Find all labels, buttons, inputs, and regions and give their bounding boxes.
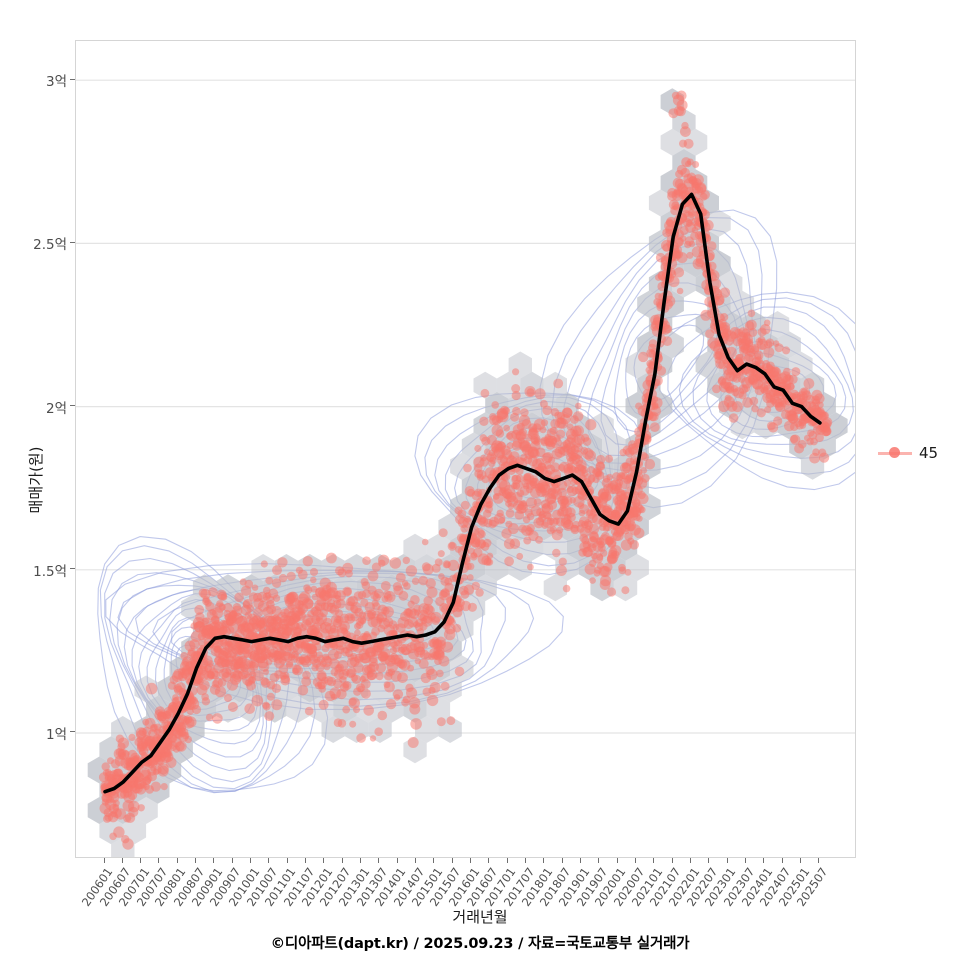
x-tick-mark <box>561 858 563 863</box>
x-tick-mark <box>433 858 435 863</box>
x-tick-mark <box>726 858 728 863</box>
y-tick-label: 2억 <box>45 400 67 417</box>
x-tick-mark <box>360 858 362 863</box>
hexbin-layer <box>87 88 848 857</box>
x-tick-mark <box>396 858 398 863</box>
x-tick-mark <box>213 858 215 863</box>
x-tick-mark <box>121 858 123 863</box>
x-tick-mark <box>781 858 783 863</box>
gridlines <box>76 79 855 734</box>
legend-point-icon <box>889 447 900 458</box>
x-tick-mark <box>745 858 747 863</box>
x-tick-mark <box>195 858 197 863</box>
x-tick-mark <box>323 858 325 863</box>
median-trend-line <box>103 192 822 794</box>
x-axis-title: 거래년월 <box>452 908 508 926</box>
x-tick-mark <box>305 858 307 863</box>
x-tick-mark <box>451 858 453 863</box>
legend: 45 <box>878 443 938 463</box>
x-tick-mark <box>341 858 343 863</box>
y-tick-label: 1.5억 <box>33 563 67 580</box>
x-tick-mark <box>635 858 637 863</box>
x-tick-mark <box>103 858 105 863</box>
x-tick-mark <box>525 858 527 863</box>
y-tick-mark <box>70 241 75 243</box>
x-tick-mark <box>140 858 142 863</box>
x-tick-mark <box>488 858 490 863</box>
x-tick-mark <box>690 858 692 863</box>
x-tick-mark <box>158 858 160 863</box>
x-tick-mark <box>580 858 582 863</box>
x-tick-mark <box>268 858 270 863</box>
y-tick-label: 2.5억 <box>33 237 67 254</box>
y-axis-title: 매매가(원) <box>26 446 45 514</box>
y-tick-mark <box>70 78 75 80</box>
x-tick-mark <box>763 858 765 863</box>
x-tick-mark <box>231 858 233 863</box>
x-tick-mark <box>818 858 820 863</box>
x-tick-mark <box>470 858 472 863</box>
y-tick-mark <box>70 568 75 570</box>
x-tick-mark <box>378 858 380 863</box>
y-tick-label: 1억 <box>45 726 67 743</box>
x-tick-mark <box>671 858 673 863</box>
y-tick-mark <box>70 731 75 733</box>
legend-label: 45 <box>919 444 939 462</box>
x-tick-mark <box>176 858 178 863</box>
chart-caption: ©디아파트(dapt.kr) / 2025.09.23 / 자료=국토교통부 실… <box>270 936 690 952</box>
legend-key-45 <box>878 443 912 463</box>
x-tick-mark <box>598 858 600 863</box>
x-tick-mark <box>506 858 508 863</box>
plot-canvas <box>76 79 855 857</box>
x-tick-mark <box>616 858 618 863</box>
x-tick-mark <box>415 858 417 863</box>
scatter-points <box>98 90 833 850</box>
x-tick-mark <box>543 858 545 863</box>
x-tick-mark <box>286 858 288 863</box>
y-tick-label: 3억 <box>45 74 67 91</box>
x-tick-mark <box>250 858 252 863</box>
y-tick-mark <box>70 405 75 407</box>
x-tick-mark <box>708 858 710 863</box>
plot-panel <box>75 40 856 858</box>
x-tick-mark <box>653 858 655 863</box>
x-tick-mark <box>800 858 802 863</box>
